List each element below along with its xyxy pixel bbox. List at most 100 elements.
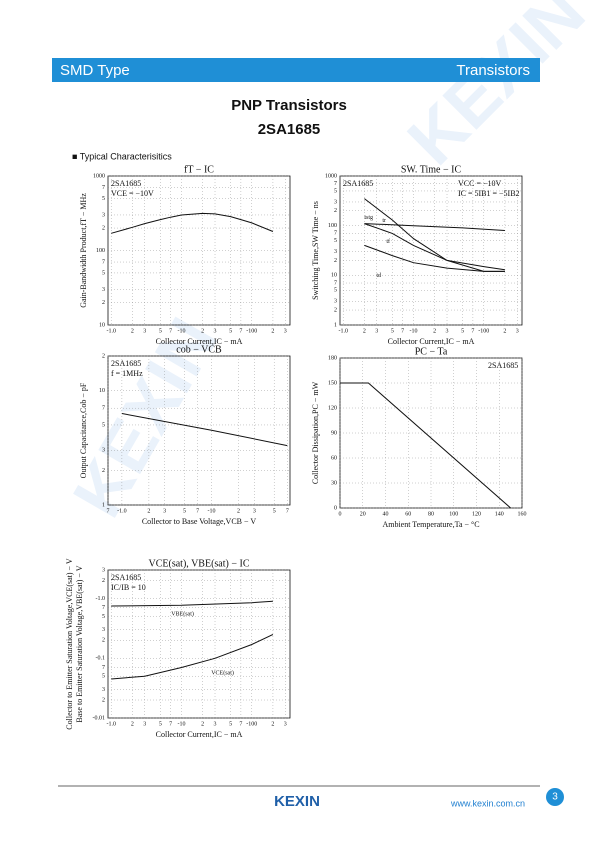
annotation: 2SA1685 xyxy=(343,179,373,188)
y-tick-label: 5 xyxy=(102,270,105,276)
x-tick-label: 80 xyxy=(428,511,434,517)
annotation: IC = 5IB1 = −5IB2 xyxy=(458,189,520,198)
y-tick-label: 180 xyxy=(328,355,337,361)
y-axis-label: Output Capacitance,Cob − pF xyxy=(79,382,88,478)
y-tick-label: 10 xyxy=(331,273,337,279)
annotation: VCE = −10V xyxy=(111,189,154,198)
x-tick-label: 2 xyxy=(363,328,366,334)
y-tick-label: 3 xyxy=(102,212,105,218)
y-tick-label: 1000 xyxy=(325,173,337,179)
y-tick-label: 3 xyxy=(102,627,105,633)
x-axis-label: Ambient Temperature,Ta − °C xyxy=(382,520,479,529)
y-tick-label: 5 xyxy=(102,196,105,202)
series-label: VBE(sat) xyxy=(171,610,194,617)
y-axis-label: Collector Dissipation,PC − mW xyxy=(311,381,320,484)
y-tick-label: 5 xyxy=(334,238,337,244)
y-axis-label: Base to Emitter Saturation Voltage,VBE(s… xyxy=(75,565,84,722)
y-tick-label: 2 xyxy=(102,468,105,474)
plot-frame xyxy=(107,569,291,719)
x-tick-label: 7 xyxy=(107,508,110,514)
x-tick-label: -100 xyxy=(478,328,489,334)
x-tick-label: 40 xyxy=(383,511,389,517)
x-axis-label: Collector to Base Voltage,VCB − V xyxy=(142,517,257,526)
x-tick-label: 3 xyxy=(253,508,256,514)
series-line xyxy=(121,413,288,447)
x-tick-label: 7 xyxy=(239,328,242,334)
annotation: IC/IB = 10 xyxy=(111,583,146,592)
x-tick-label: 2 xyxy=(201,328,204,334)
y-tick-label: 2 xyxy=(334,258,337,264)
annotation: 2SA1685 xyxy=(111,179,141,188)
series-line xyxy=(111,212,274,234)
y-tick-label: 7 xyxy=(102,259,105,265)
x-tick-label: 5 xyxy=(183,508,186,514)
y-tick-label: 5 xyxy=(334,188,337,194)
x-tick-label: 2 xyxy=(271,328,274,334)
header-bar xyxy=(52,58,540,82)
title: PNP Transistors xyxy=(231,97,347,114)
y-tick-label: 90 xyxy=(331,430,337,436)
y-tick-label: 7 xyxy=(334,231,337,237)
chart-title: PC − Ta xyxy=(415,346,448,357)
series-line xyxy=(111,634,274,680)
x-tick-label: 7 xyxy=(286,508,289,514)
y-tick-label: 2 xyxy=(102,638,105,644)
annotation: f = 1MHz xyxy=(111,369,143,378)
x-tick-label: 3 xyxy=(143,328,146,334)
x-tick-label: 120 xyxy=(472,511,481,517)
x-tick-label: -1.0 xyxy=(338,328,348,334)
series-line xyxy=(340,382,511,509)
header-left: SMD Type xyxy=(60,62,130,79)
x-tick-label: 7 xyxy=(471,328,474,334)
y-tick-label: 5 xyxy=(102,674,105,680)
y-tick-label: 5 xyxy=(102,614,105,620)
y-tick-label: 120 xyxy=(328,405,337,411)
x-tick-label: 3 xyxy=(284,328,287,334)
x-tick-label: 3 xyxy=(143,721,146,727)
series-label: tr xyxy=(382,218,386,224)
x-tick-label: 7 xyxy=(239,721,242,727)
x-tick-label: 3 xyxy=(214,328,217,334)
y-axis-label: Gain-Bandwidth Product,fT − MHz xyxy=(79,193,88,308)
x-tick-label: 5 xyxy=(461,328,464,334)
x-tick-label: 5 xyxy=(391,328,394,334)
x-tick-label: 2 xyxy=(147,508,150,514)
page-number: 3 xyxy=(552,792,558,803)
series-line xyxy=(111,600,273,607)
chart-title: VCE(sat), VBE(sat) − IC xyxy=(149,558,250,569)
y-tick-label: 2 xyxy=(334,208,337,214)
y-tick-label: 1 xyxy=(102,502,105,508)
y-tick-label: 2 xyxy=(334,307,337,313)
y-tick-label: 7 xyxy=(102,605,105,611)
x-tick-label: 5 xyxy=(273,508,276,514)
x-tick-label: 5 xyxy=(229,721,232,727)
x-tick-label: 2 xyxy=(271,721,274,727)
y-axis-label: Collector to Emitter Saturation Voltage,… xyxy=(65,558,74,730)
y-tick-label: 7 xyxy=(334,181,337,187)
y-tick-label: -1.0 xyxy=(96,596,106,602)
y-tick-label: 3 xyxy=(334,299,337,305)
section-title: ■ Typical Characterisitics xyxy=(72,151,172,161)
y-tick-label: 100 xyxy=(328,223,337,229)
y-tick-label: 3 xyxy=(102,567,105,573)
y-tick-label: 3 xyxy=(102,287,105,293)
page-badge xyxy=(546,788,564,806)
x-tick-label: 5 xyxy=(229,328,232,334)
x-tick-label: 100 xyxy=(449,511,458,517)
y-tick-label: 7 xyxy=(334,280,337,286)
series-label: VCE(sat) xyxy=(211,669,234,676)
x-tick-label: -10 xyxy=(409,328,417,334)
x-tick-label: 20 xyxy=(360,511,366,517)
x-tick-label: 7 xyxy=(401,328,404,334)
y-tick-label: 2 xyxy=(102,353,105,359)
annotation: 2SA1685 xyxy=(111,359,141,368)
x-tick-label: -1.0 xyxy=(117,508,127,514)
chart-title: SW. Time − IC xyxy=(401,164,462,175)
x-tick-label: 2 xyxy=(237,508,240,514)
series-label: tstg xyxy=(364,215,373,221)
series-label: td xyxy=(376,273,381,279)
y-tick-label: 3 xyxy=(334,249,337,255)
part-number: 2SA1685 xyxy=(258,121,321,138)
x-tick-label: 3 xyxy=(163,508,166,514)
